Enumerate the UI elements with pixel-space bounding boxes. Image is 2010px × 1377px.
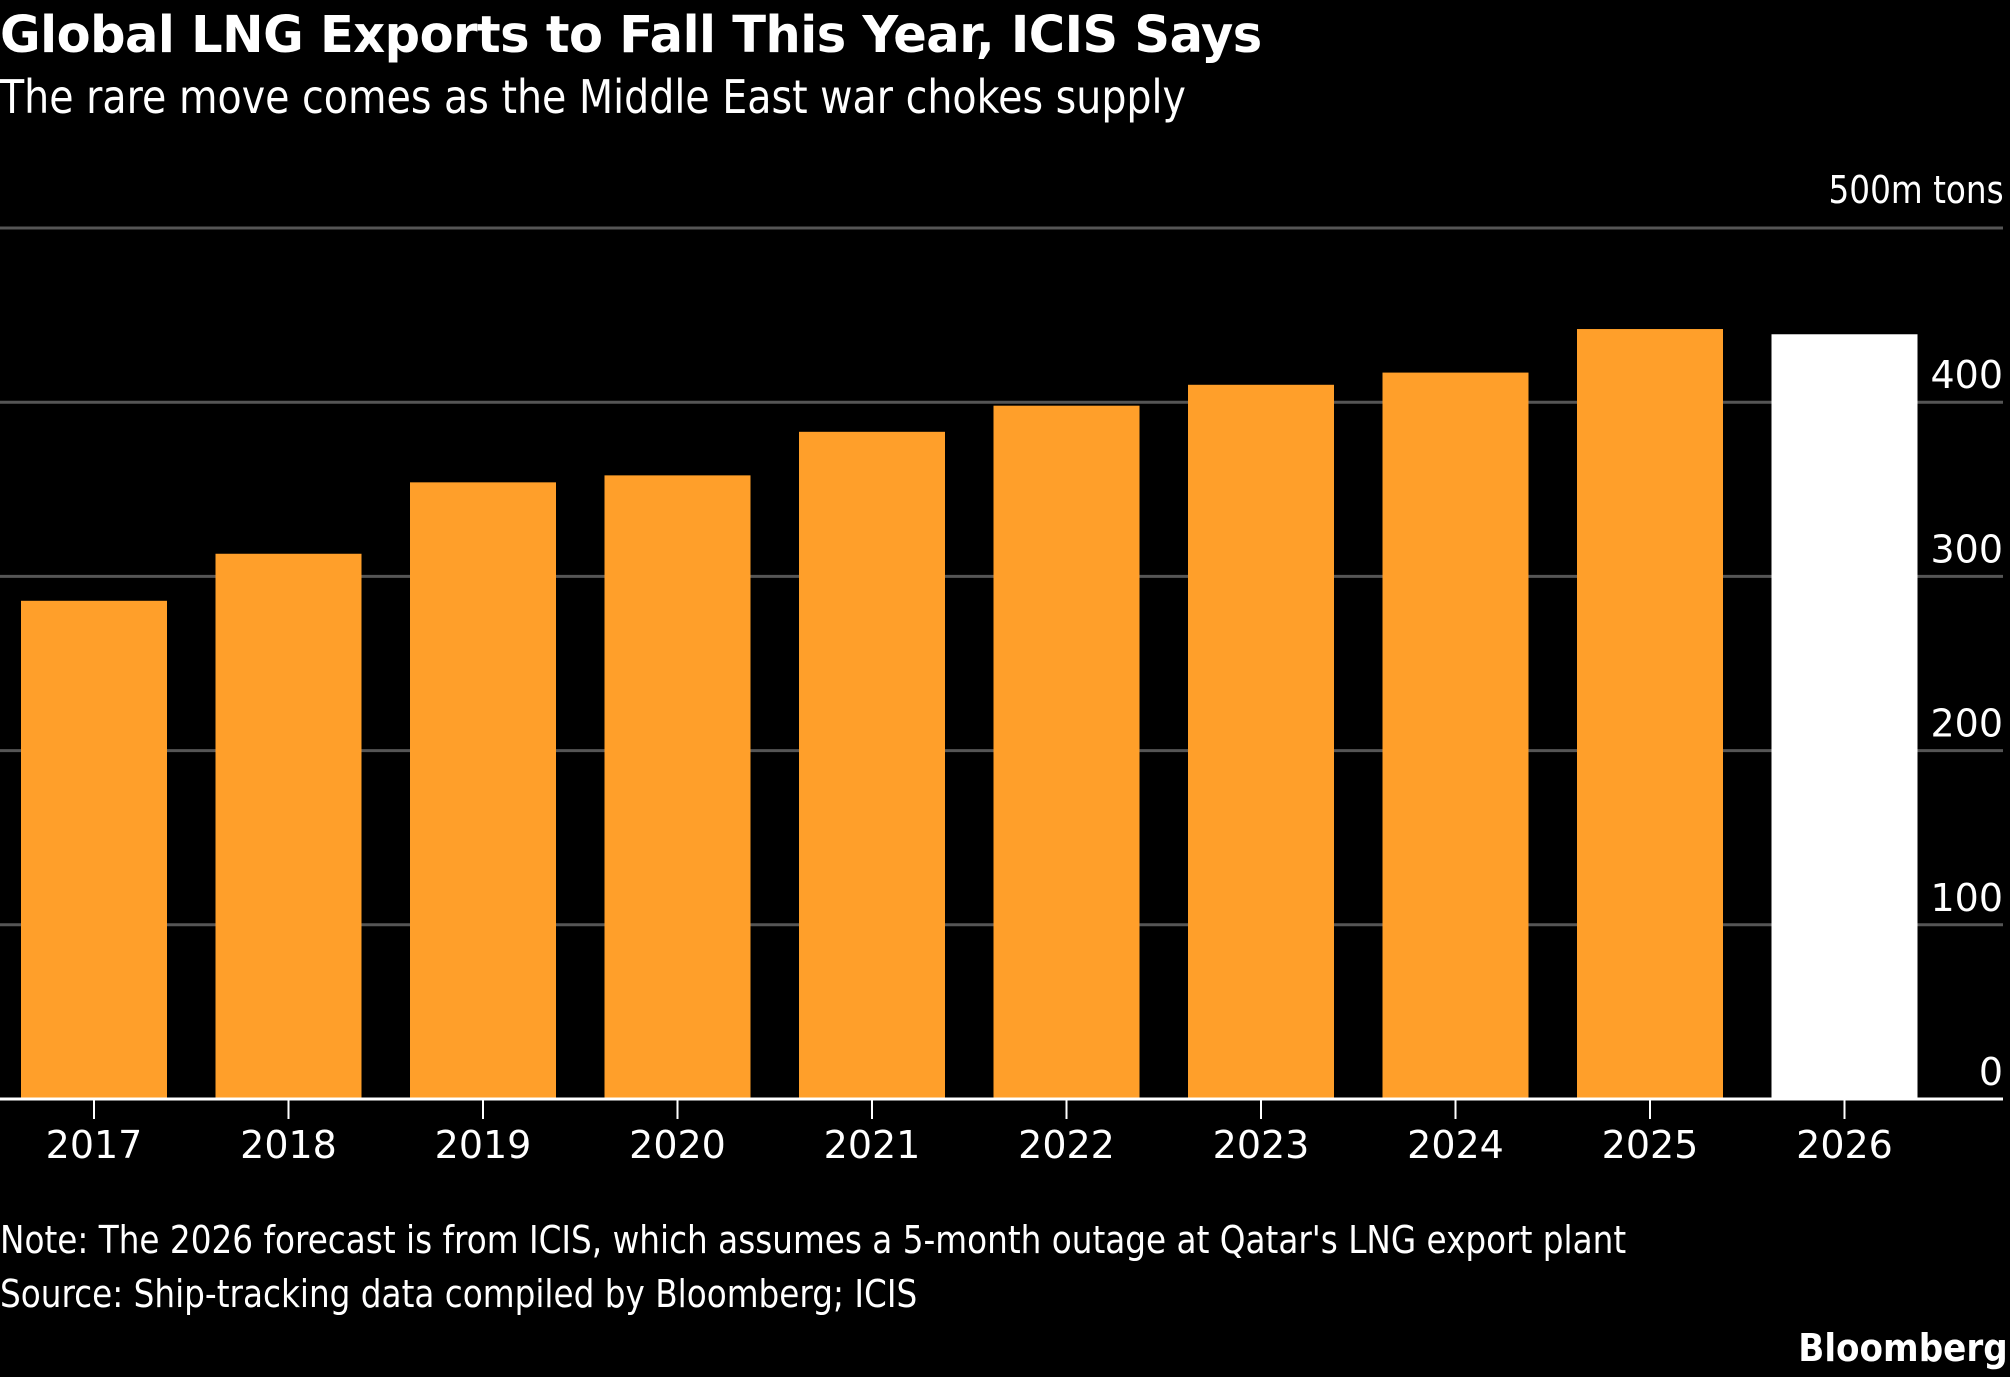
bar-2020 (604, 475, 751, 1099)
x-tick-label-2024: 2024 (1407, 1123, 1504, 1167)
chart-note: Note: The 2026 forecast is from ICIS, wh… (0, 1218, 1627, 1262)
x-tick-label-2023: 2023 (1213, 1123, 1310, 1167)
bloomberg-logo: Bloomberg (1798, 1326, 2008, 1370)
x-tick-label-2021: 2021 (824, 1123, 921, 1167)
y-tick-label-200: 200 (1930, 702, 2003, 746)
x-tick-label-2020: 2020 (629, 1123, 726, 1167)
x-axis: 2017 2018 2019 2020 2021 2022 2023 2024 2025 2026 (0, 1097, 2003, 1167)
bar-2024 (1382, 372, 1529, 1099)
bar-2019 (410, 482, 556, 1099)
chart-title: Global LNG Exports to Fall This Year, IC… (0, 6, 1262, 65)
bar-2025 (1577, 329, 1723, 1099)
bar-2023 (1188, 384, 1334, 1099)
x-tick-label-2018: 2018 (240, 1123, 337, 1167)
y-axis-unit-label: 500m tons (1828, 168, 2004, 212)
bar-2017 (21, 600, 167, 1099)
bars (21, 329, 1918, 1100)
y-tick-label-300: 300 (1930, 527, 2003, 571)
x-tick-label-2022: 2022 (1018, 1123, 1115, 1167)
y-tick-label-100: 100 (1930, 876, 2003, 920)
bar-2026 (1771, 334, 1918, 1100)
chart-source: Source: Ship-tracking data compiled by B… (0, 1272, 918, 1316)
x-tick-label-2019: 2019 (435, 1123, 532, 1167)
y-axis-ticks: 0 100 200 300 400 (1930, 353, 2003, 1094)
y-tick-label-0: 0 (1979, 1050, 2003, 1094)
bar-2022 (993, 405, 1140, 1100)
x-tick-label-2025: 2025 (1602, 1123, 1699, 1167)
x-tick-label-2026: 2026 (1796, 1123, 1893, 1167)
y-tick-label-400: 400 (1930, 353, 2003, 397)
bar-2021 (799, 431, 945, 1100)
chart-subtitle: The rare move comes as the Middle East w… (0, 70, 1186, 124)
x-tick-label-2017: 2017 (46, 1123, 143, 1167)
bar-2018 (215, 553, 362, 1099)
